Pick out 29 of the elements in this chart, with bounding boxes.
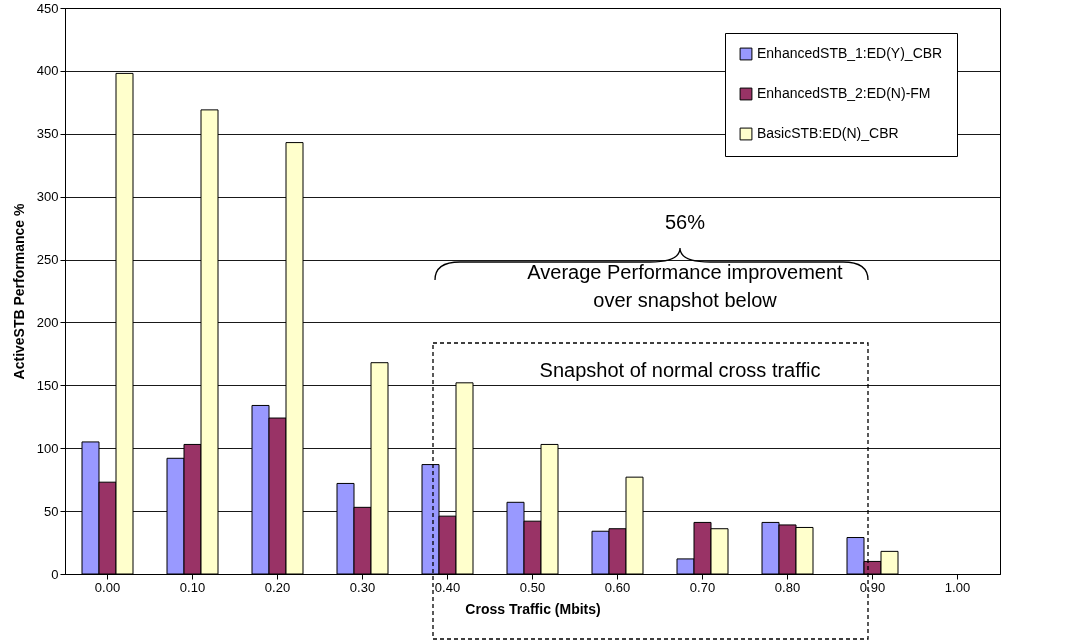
legend-label: EnhancedSTB_1:ED(Y)_CBR xyxy=(757,45,943,61)
legend-label: BasicSTB:ED(N)_CBR xyxy=(757,125,899,141)
x-tick-label: 0.80 xyxy=(774,579,801,595)
y-tick-label: 0 xyxy=(51,566,59,582)
legend-label: EnhancedSTB_2:ED(N)-FM xyxy=(757,85,931,101)
x-tick-label: 0.20 xyxy=(264,579,291,595)
y-tick-label: 300 xyxy=(36,189,59,205)
x-tick-label: 0.40 xyxy=(434,579,461,595)
y-tick-label: 450 xyxy=(36,0,59,16)
x-tick-label: 0.90 xyxy=(859,579,886,595)
x-tick-label: 0.70 xyxy=(689,579,716,595)
x-tick-label: 0.60 xyxy=(604,579,631,595)
y-tick-label: 150 xyxy=(36,377,59,393)
y-tick-label: 50 xyxy=(44,503,59,519)
x-tick-label: 0.10 xyxy=(179,579,206,595)
annotation: Snapshot of normal cross traffic xyxy=(539,359,821,381)
y-tick-label: 250 xyxy=(36,252,59,268)
annotation: 56% xyxy=(664,211,706,233)
x-axis-title: Cross Traffic (Mbits) xyxy=(465,600,601,617)
annotation: Average Performance improvement over snapshot below xyxy=(527,261,844,311)
y-tick-label: 350 xyxy=(36,126,59,142)
x-tick-label: 0.50 xyxy=(519,579,546,595)
x-tick-label: 0.30 xyxy=(349,579,376,595)
y-tick-label: 400 xyxy=(36,63,59,79)
x-tick-label: 1.00 xyxy=(944,579,971,595)
y-tick-label: 100 xyxy=(36,440,59,456)
x-tick-label: 0.00 xyxy=(94,579,121,595)
y-axis-title: ActiveSTB Performance % xyxy=(10,203,27,380)
y-tick-label: 200 xyxy=(36,314,59,330)
